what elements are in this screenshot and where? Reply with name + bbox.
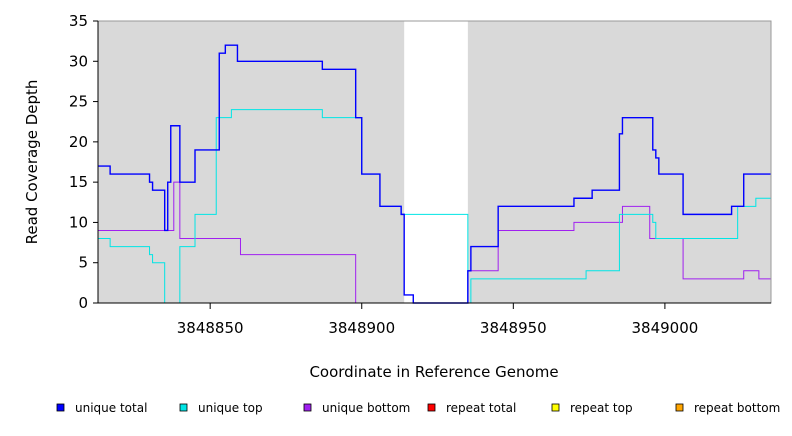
legend-label-unique-bottom: unique bottom [322,401,410,415]
y-tick-label: 35 [69,12,88,30]
x-axis-label: Coordinate in Reference Genome [309,363,558,381]
y-tick-label: 30 [69,52,88,70]
legend-swatch-repeat-total [427,403,436,412]
x-tick-label: 3848850 [177,319,244,337]
series-line-unique-total [98,44,771,304]
y-tick-label: 20 [69,133,88,151]
legend-swatch-unique-bottom [303,403,312,412]
legend-swatch-repeat-bottom [675,403,684,412]
y-tick-label: 5 [78,254,88,272]
legend-label-unique-total: unique total [75,401,147,415]
y-tick-label: 0 [78,294,88,312]
legend-swatch-unique-top [179,403,188,412]
axes-layer: 0 5 10 15 20 25 30 35 3848850 3848900 3848950 38490… [69,12,772,337]
legend-label-repeat-total: repeat total [446,401,516,415]
legend-swatch-repeat-top [551,403,560,412]
y-tick-label: 25 [69,93,88,111]
legend-label-unique-top: unique top [198,401,263,415]
series-line-unique-bottom [98,181,771,304]
legend-label-repeat-bottom: repeat bottom [694,401,780,415]
y-tick-label: 15 [69,173,88,191]
y-tick-label: 10 [69,213,88,231]
legend-label-repeat-top: repeat top [570,401,633,415]
legend: unique total unique top unique bottom repea… [56,401,780,415]
x-tick-label: 3848950 [480,319,547,337]
x-tick-label: 3849000 [631,319,698,337]
x-tick-label: 3848900 [328,319,395,337]
plot-area [98,21,771,303]
highlight-region [404,21,468,303]
legend-swatch-unique-total [56,403,65,412]
y-axis-label: Read Coverage Depth [23,80,41,245]
